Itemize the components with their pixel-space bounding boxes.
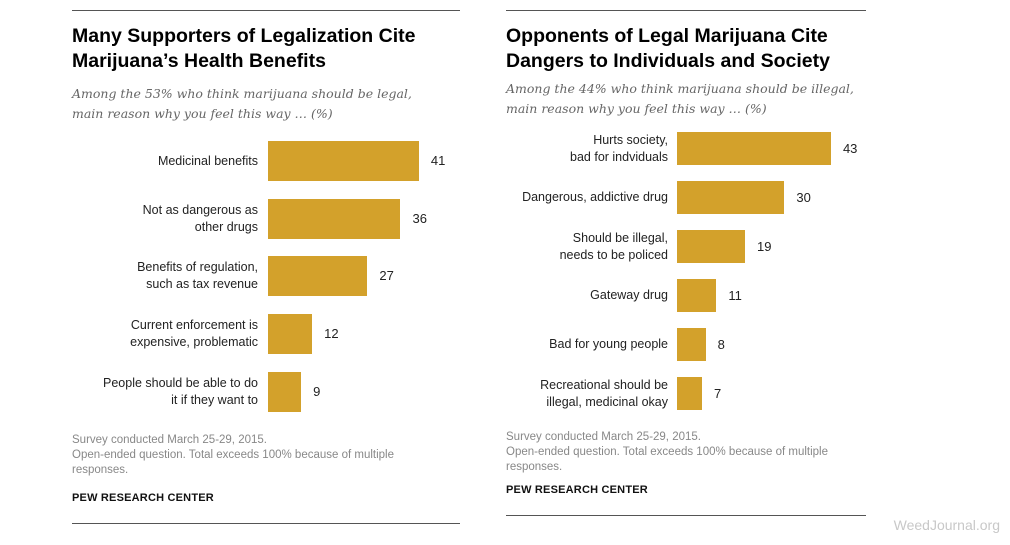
bar xyxy=(268,314,313,354)
category-label-line: other drugs xyxy=(194,220,258,234)
title-line: Many Supporters of Legalization Cite xyxy=(72,25,416,47)
source-label: PEW RESEARCH CENTER xyxy=(72,492,214,504)
category-label-line: Current enforcement is xyxy=(130,318,258,332)
data-label: 7 xyxy=(714,385,722,401)
bar xyxy=(268,141,419,181)
bottom-rule xyxy=(506,515,866,516)
survey-note: Survey conducted March 25-29, 2015. Open… xyxy=(72,433,460,478)
category-label: Hurts society, bad for indviduals xyxy=(428,132,668,166)
category-label-line: such as tax revenue xyxy=(146,277,258,291)
bar xyxy=(677,279,717,312)
bar xyxy=(268,256,368,296)
top-rule xyxy=(506,10,866,11)
bottom-rule xyxy=(72,523,460,524)
data-label: 12 xyxy=(324,326,339,341)
bar xyxy=(268,372,302,412)
category-label: Dangerous, addictive drug xyxy=(428,189,668,206)
data-label: 30 xyxy=(796,189,811,205)
subtitle-line: main reason why you feel this way … (%) xyxy=(506,101,767,116)
category-label-line: Dangerous, addictive drug xyxy=(522,190,668,204)
category-label-line: Bad for young people xyxy=(549,337,668,351)
chart-subtitle: Among the 53% who think marijuana should… xyxy=(72,84,460,124)
category-label: People should be able to do it if they wa… xyxy=(18,375,258,409)
data-label: 11 xyxy=(728,287,742,303)
title-line: Dangers to Individuals and Society xyxy=(506,50,830,72)
category-label: Bad for young people xyxy=(428,336,668,353)
data-label: 41 xyxy=(430,153,446,168)
category-label-line: Should be illegal, xyxy=(572,230,668,245)
chart-title: Opponents of Legal Marijuana Cite Danger… xyxy=(506,24,866,74)
data-label: 19 xyxy=(757,238,772,254)
top-rule xyxy=(72,10,460,11)
chart-title: Many Supporters of Legalization Cite Mar… xyxy=(72,24,460,74)
category-label: Benefits of regulation, such as tax reven… xyxy=(18,259,258,293)
source-label: PEW RESEARCH CENTER xyxy=(506,484,648,496)
category-label-line: needs to be policed xyxy=(559,247,668,262)
category-label-line: illegal, medicinal okay xyxy=(546,394,668,409)
data-label: 43 xyxy=(842,140,858,156)
category-label-line: Medicinal benefits xyxy=(157,153,258,168)
category-label: Recreational should be illegal, medicinal… xyxy=(428,377,668,411)
data-label: 8 xyxy=(717,336,725,352)
note-line: Survey conducted March 25-29, 2015. xyxy=(506,431,701,443)
category-label: Gateway drug xyxy=(428,287,668,304)
note-line: responses. xyxy=(72,464,129,476)
category-label: Should be illegal, needs to be policed xyxy=(428,230,668,264)
watermark: WeedJournal.org xyxy=(893,517,1000,533)
survey-note: Survey conducted March 25-29, 2015. Open… xyxy=(506,430,866,475)
data-label: 27 xyxy=(379,268,394,283)
bar xyxy=(677,132,831,165)
note-line: Open-ended question. Total exceeds 100% … xyxy=(506,446,829,458)
bar xyxy=(268,199,401,239)
category-label-line: Benefits of regulation, xyxy=(137,260,258,274)
category-label-line: Recreational should be xyxy=(540,377,668,392)
category-label: Not as dangerous as other drugs xyxy=(18,202,258,236)
category-label-line: Hurts society, xyxy=(593,132,668,147)
category-label-line: expensive, problematic xyxy=(130,335,258,349)
subtitle-line: main reason why you feel this way … (%) xyxy=(72,106,333,121)
category-label-line: it if they want to xyxy=(171,393,258,407)
note-line: Survey conducted March 25-29, 2015. xyxy=(72,434,267,446)
category-label-line: bad for indviduals xyxy=(570,149,668,164)
category-label-line: People should be able to do xyxy=(103,376,258,390)
category-label-line: Gateway drug xyxy=(590,288,668,302)
bar xyxy=(677,230,746,263)
note-line: Open-ended question. Total exceeds 100% … xyxy=(72,449,395,461)
category-label: Medicinal benefits xyxy=(18,153,258,170)
category-label: Current enforcement is expensive, problem… xyxy=(18,317,258,351)
bar xyxy=(677,377,703,410)
chart-subtitle: Among the 44% who think marijuana should… xyxy=(506,79,866,119)
title-line: Marijuana’s Health Benefits xyxy=(72,50,326,72)
data-label: 9 xyxy=(313,384,321,399)
title-line: Opponents of Legal Marijuana Cite xyxy=(506,25,828,47)
note-line: responses. xyxy=(506,461,563,473)
category-label-line: Not as dangerous as xyxy=(142,203,258,217)
data-label: 36 xyxy=(412,211,427,226)
bar xyxy=(677,328,706,361)
subtitle-line: Among the 53% who think marijuana should… xyxy=(72,86,412,101)
bar xyxy=(677,181,785,214)
subtitle-line: Among the 44% who think marijuana should… xyxy=(506,81,854,96)
